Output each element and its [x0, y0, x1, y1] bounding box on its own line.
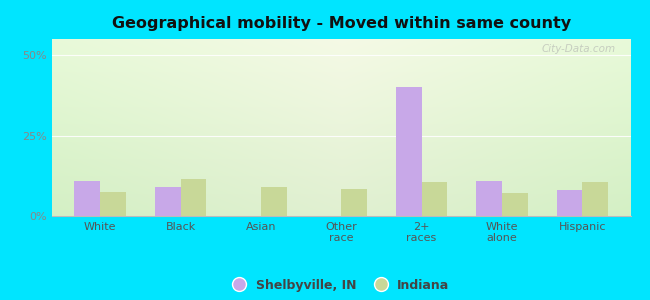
Bar: [341, 189, 367, 216]
Bar: [100, 192, 126, 216]
Bar: [396, 87, 422, 216]
Bar: [476, 181, 502, 216]
Legend: Shelbyville, IN, Indiana: Shelbyville, IN, Indiana: [233, 279, 450, 292]
Title: Geographical mobility - Moved within same county: Geographical mobility - Moved within sam…: [112, 16, 571, 31]
Bar: [502, 194, 528, 216]
Text: City-Data.com: City-Data.com: [542, 44, 616, 54]
Bar: [155, 187, 181, 216]
Bar: [556, 190, 582, 216]
Bar: [181, 179, 206, 216]
Bar: [75, 181, 100, 216]
Bar: [422, 182, 447, 216]
Bar: [582, 182, 608, 216]
Bar: [261, 187, 287, 216]
